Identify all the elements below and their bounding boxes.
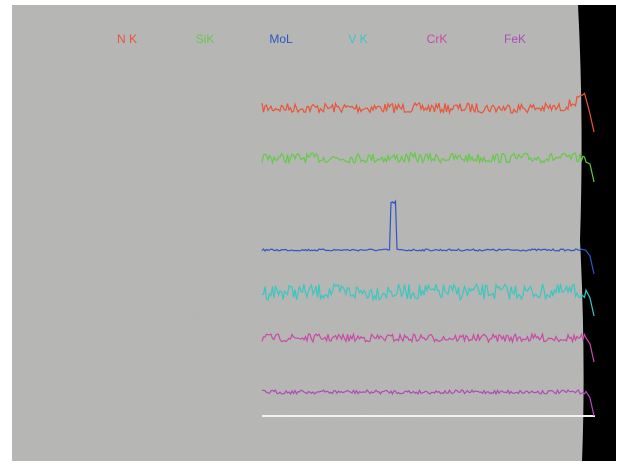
element-label: V K bbox=[348, 32, 367, 46]
element-label: CrK bbox=[427, 32, 448, 46]
element-label: FeK bbox=[504, 32, 526, 46]
micrograph-frame: N K SiK MoL V K CrK FeK bbox=[0, 0, 629, 467]
element-label: SiK bbox=[196, 32, 215, 46]
element-label: MoL bbox=[269, 32, 293, 46]
micrograph: N K SiK MoL V K CrK FeK bbox=[0, 0, 629, 467]
element-label: N K bbox=[117, 32, 137, 46]
